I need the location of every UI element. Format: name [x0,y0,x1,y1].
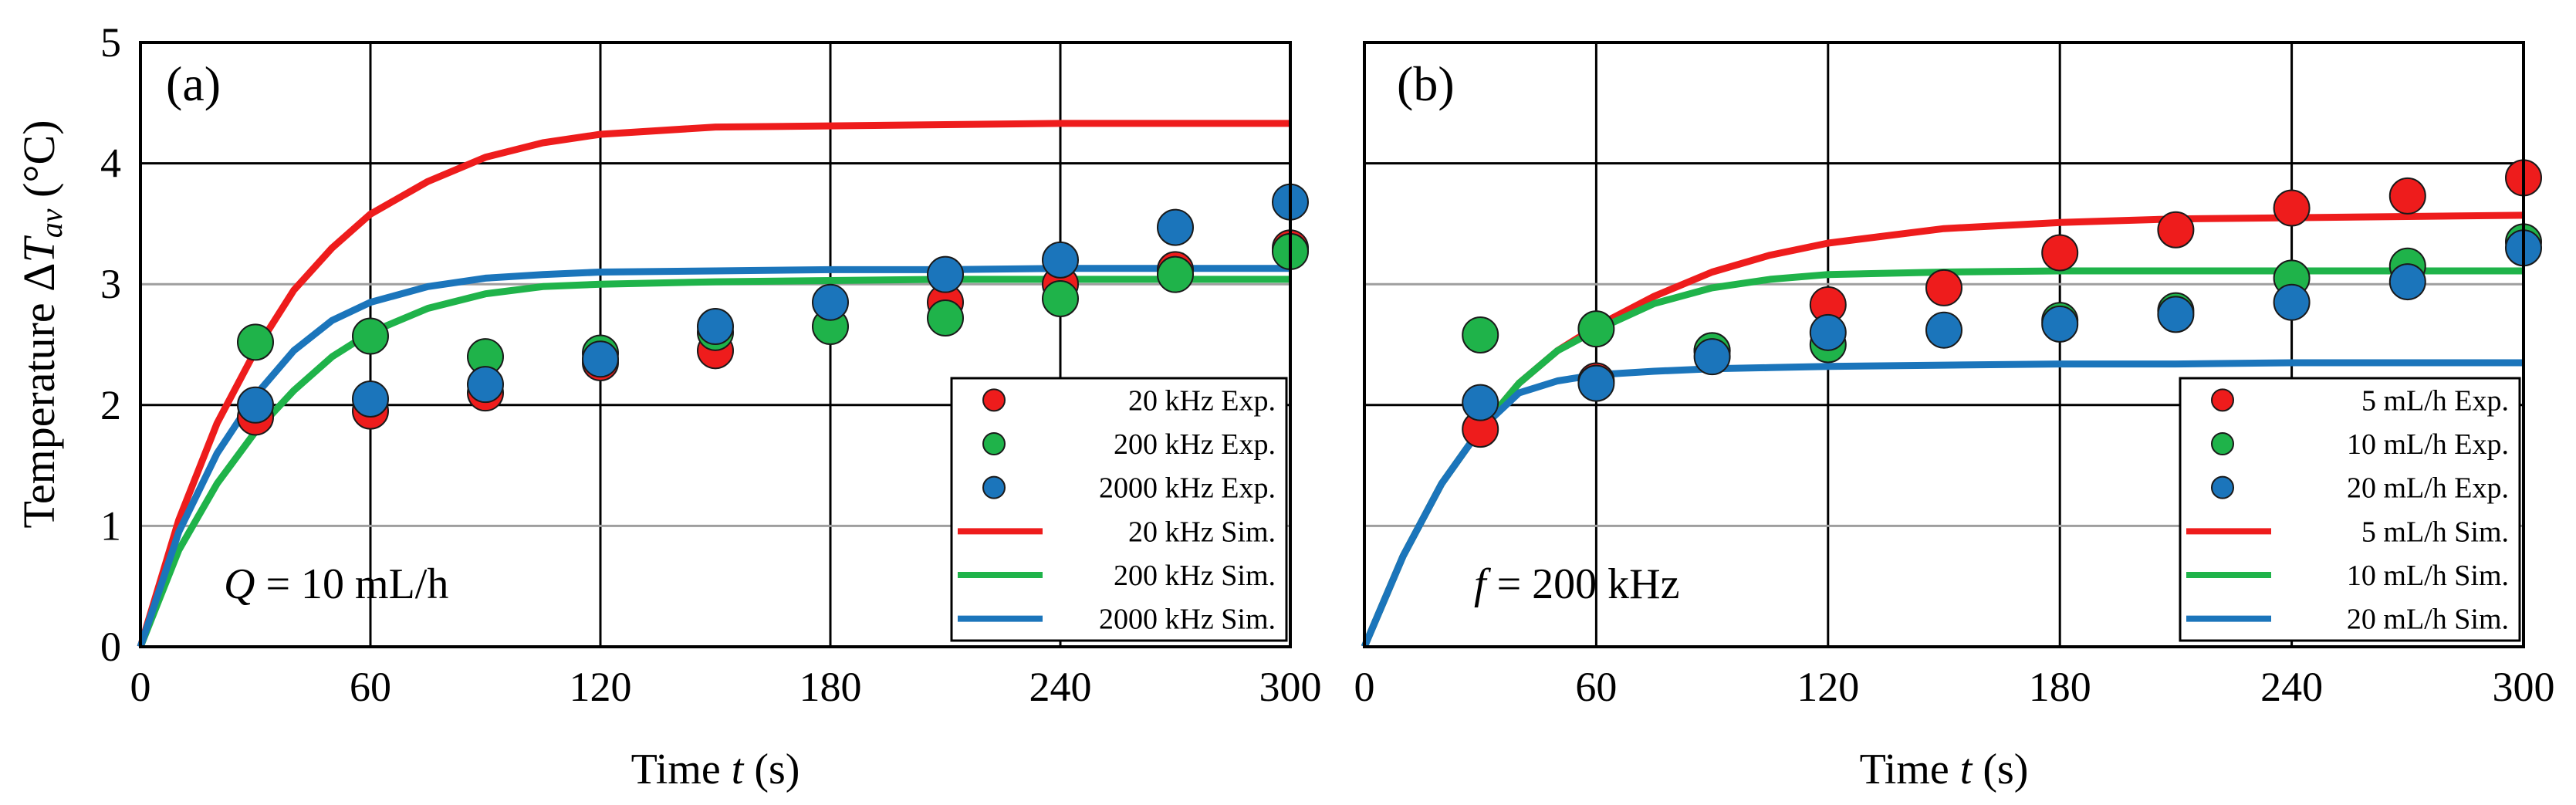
legend-label: 2000 kHz Sim. [1099,604,1276,636]
legend-marker-2000-khz-exp [982,475,1006,499]
x-tick-label: 300 [1259,664,1322,710]
x-tick-label: 180 [2029,664,2091,710]
data-point-2000-khz-exp [237,386,274,424]
data-point-20-ml-h-exp [1925,311,1962,349]
panel-label: (b) [1397,56,1455,111]
legend-label: 20 kHz Exp. [1128,384,1276,417]
x-tick-label: 240 [2260,664,2323,710]
data-point-2000-khz-exp [1157,208,1194,246]
y-tick-label: 1 [100,502,121,549]
data-point-20-ml-h-exp [2388,263,2426,301]
legend-marker-10-ml-h-exp [2211,432,2234,455]
panel-label: (a) [166,56,221,111]
x-tick-label: 0 [1354,664,1375,710]
legend-label: 10 mL/h Sim. [2347,560,2509,592]
data-point-20-ml-h-exp [1462,384,1499,421]
data-point-5-ml-h-exp [2273,189,2311,227]
legend: 20 kHz Exp. 200 kHz Exp. 2000 kHz Exp. 20 k… [950,377,1288,642]
legend-marker-5-ml-h-exp [2211,388,2234,412]
data-point-2000-khz-exp [1042,241,1079,279]
data-point-5-ml-h-exp [2388,177,2426,215]
data-point-2000-khz-exp [927,255,964,293]
legend: 5 mL/h Exp. 10 mL/h Exp. 20 mL/h Exp. 5 mL/… [2179,377,2521,642]
legend-marker-20-khz-exp [982,388,1006,412]
y-tick-label: 3 [100,261,121,307]
x-tick-label: 60 [350,664,391,710]
data-point-20-ml-h-exp [2157,296,2195,333]
panel-a: 0 60 120 180 240 300 0 1 2 3 4 5 Time t (s) (a) Q = 10… [100,19,1322,793]
x-axis-label: Time t (s) [1860,746,2029,793]
data-point-5-ml-h-exp [2041,234,2079,272]
legend-marker-20-ml-h-exp [2211,475,2234,499]
data-point-200-khz-exp [237,323,274,361]
data-point-200-khz-exp [1157,255,1194,293]
panel-b: 0 60 120 180 240 300 Time t (s) (b) f = 200 kHz 5… [1354,41,2555,793]
data-point-200-khz-exp [1042,279,1079,317]
data-point-2000-khz-exp [812,283,849,321]
data-point-5-ml-h-exp [2157,211,2195,249]
x-tick-label: 240 [1029,664,1092,710]
data-point-2000-khz-exp [352,380,389,418]
x-tick-label: 0 [130,664,151,710]
legend-label: 200 kHz Sim. [1114,560,1276,592]
data-point-10-ml-h-exp [1462,316,1499,353]
data-point-20-ml-h-exp [1577,364,1615,402]
y-axis-label: Temperature ΔTav (°C) [14,120,69,528]
y-tick-label: 0 [100,624,121,670]
legend-label: 200 kHz Exp. [1114,428,1276,461]
legend-marker-200-khz-exp [982,432,1006,455]
data-point-2000-khz-exp [697,308,734,346]
y-tick-label: 5 [100,19,121,66]
legend-label: 5 mL/h Exp. [2361,384,2509,417]
x-tick-label: 300 [2493,664,2555,710]
data-point-20-ml-h-exp [2273,283,2311,321]
x-tick-label: 120 [570,664,632,710]
data-point-200-khz-exp [352,317,389,355]
y-tick-label: 2 [100,382,121,428]
data-point-20-ml-h-exp [1809,313,1847,351]
legend-label: 20 kHz Sim. [1128,516,1276,548]
data-point-20-ml-h-exp [1693,338,1731,376]
x-axis-label: Time t (s) [631,746,800,793]
legend-label: 5 mL/h Sim. [2361,516,2509,548]
series-line-200-khz-sim [137,276,1290,648]
condition-annotation: f = 200 kHz [1474,560,1679,608]
legend-label: 2000 kHz Exp. [1099,472,1276,505]
data-point-20-ml-h-exp [2041,305,2079,343]
data-point-200-khz-exp [927,299,964,337]
legend-label: 10 mL/h Exp. [2347,428,2509,461]
x-tick-label: 180 [800,664,862,710]
series-line-20-khz-sim [137,120,1290,648]
data-point-5-ml-h-exp [1925,269,1962,306]
x-tick-label: 60 [1575,664,1617,710]
data-point-2000-khz-exp [467,366,504,404]
data-point-10-ml-h-exp [1577,310,1615,348]
data-point-2000-khz-exp [582,340,619,378]
plot-frame [139,41,1292,648]
condition-annotation: Q = 10 mL/h [224,560,448,608]
plot-frame [1363,41,2525,648]
x-tick-label: 120 [1797,664,1859,710]
y-tick-label: 4 [100,140,121,187]
legend-label: 20 mL/h Exp. [2347,472,2509,505]
legend-label: 20 mL/h Sim. [2347,604,2509,636]
legend-box [2179,377,2521,642]
legend-box [950,377,1288,642]
